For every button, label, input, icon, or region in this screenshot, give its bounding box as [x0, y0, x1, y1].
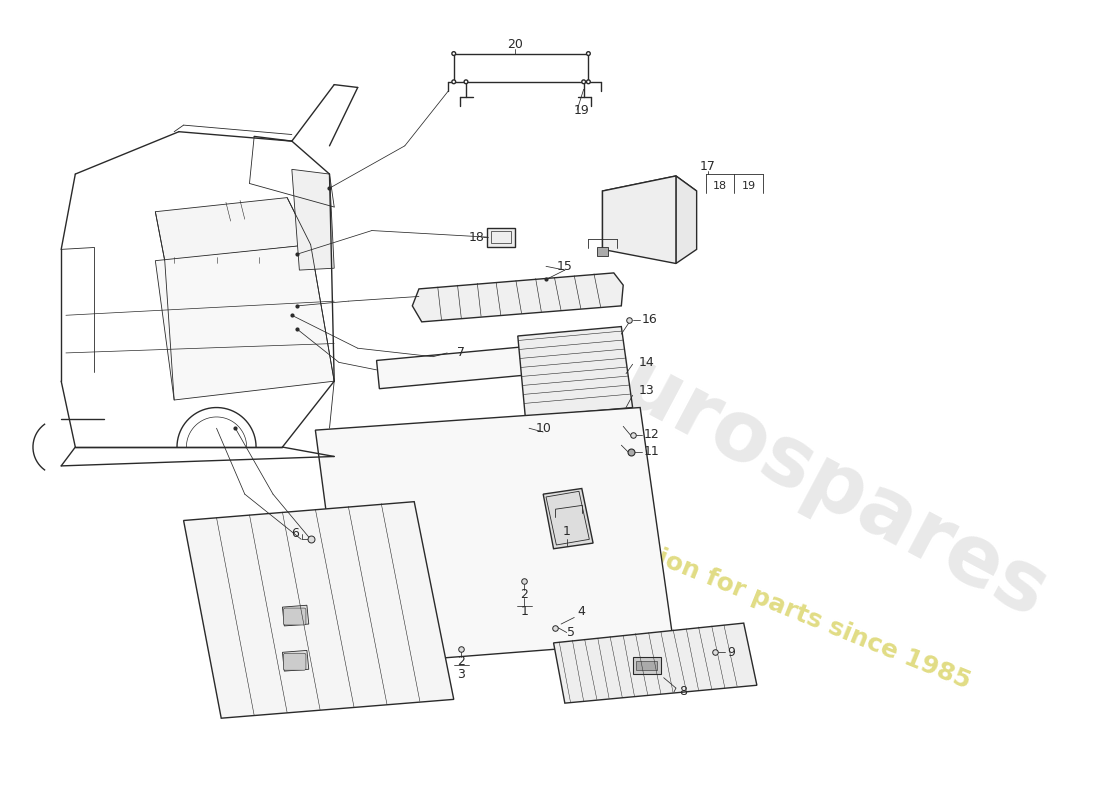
Text: 12: 12 — [644, 428, 660, 442]
Text: 17: 17 — [700, 160, 716, 173]
FancyBboxPatch shape — [284, 654, 306, 670]
Text: 11: 11 — [644, 446, 660, 458]
Text: 2: 2 — [520, 588, 528, 602]
Polygon shape — [412, 273, 624, 322]
Polygon shape — [376, 346, 546, 389]
Text: 5: 5 — [568, 626, 575, 639]
Text: 2: 2 — [458, 655, 465, 668]
Text: 16: 16 — [642, 314, 658, 326]
Circle shape — [464, 80, 468, 84]
Polygon shape — [184, 502, 454, 718]
Polygon shape — [603, 176, 696, 250]
Polygon shape — [675, 176, 696, 263]
Text: 13: 13 — [638, 384, 654, 397]
FancyBboxPatch shape — [486, 228, 515, 246]
Text: 4: 4 — [576, 606, 585, 618]
Text: 6: 6 — [290, 527, 298, 540]
Polygon shape — [283, 606, 309, 626]
Polygon shape — [518, 326, 632, 417]
Polygon shape — [543, 489, 593, 549]
Text: 19: 19 — [574, 103, 590, 117]
Circle shape — [452, 80, 455, 84]
Text: 9: 9 — [727, 646, 735, 658]
Text: 7: 7 — [458, 346, 465, 359]
Bar — [597, 246, 608, 256]
Polygon shape — [553, 623, 757, 703]
Circle shape — [582, 80, 585, 84]
Text: 18: 18 — [469, 230, 484, 244]
Bar — [637, 661, 657, 670]
Polygon shape — [603, 176, 675, 263]
Text: 3: 3 — [458, 668, 465, 682]
Circle shape — [586, 80, 591, 84]
Circle shape — [452, 52, 455, 55]
Text: 1: 1 — [563, 526, 571, 538]
Text: 18: 18 — [713, 182, 727, 191]
Text: eurospares: eurospares — [558, 316, 1062, 635]
Text: 8: 8 — [680, 686, 688, 698]
Text: a passion for parts since 1985: a passion for parts since 1985 — [570, 511, 974, 694]
Polygon shape — [473, 422, 559, 451]
Bar — [632, 657, 661, 674]
FancyBboxPatch shape — [284, 608, 306, 625]
Polygon shape — [292, 170, 334, 270]
Text: 15: 15 — [557, 260, 573, 273]
Text: 14: 14 — [638, 356, 654, 369]
Text: 20: 20 — [507, 38, 522, 50]
Polygon shape — [155, 198, 310, 261]
Polygon shape — [283, 650, 309, 671]
Text: 10: 10 — [536, 422, 551, 434]
Circle shape — [586, 52, 591, 55]
Text: 19: 19 — [741, 182, 756, 191]
Polygon shape — [155, 245, 334, 400]
Text: 1: 1 — [520, 606, 528, 618]
Polygon shape — [316, 407, 673, 666]
